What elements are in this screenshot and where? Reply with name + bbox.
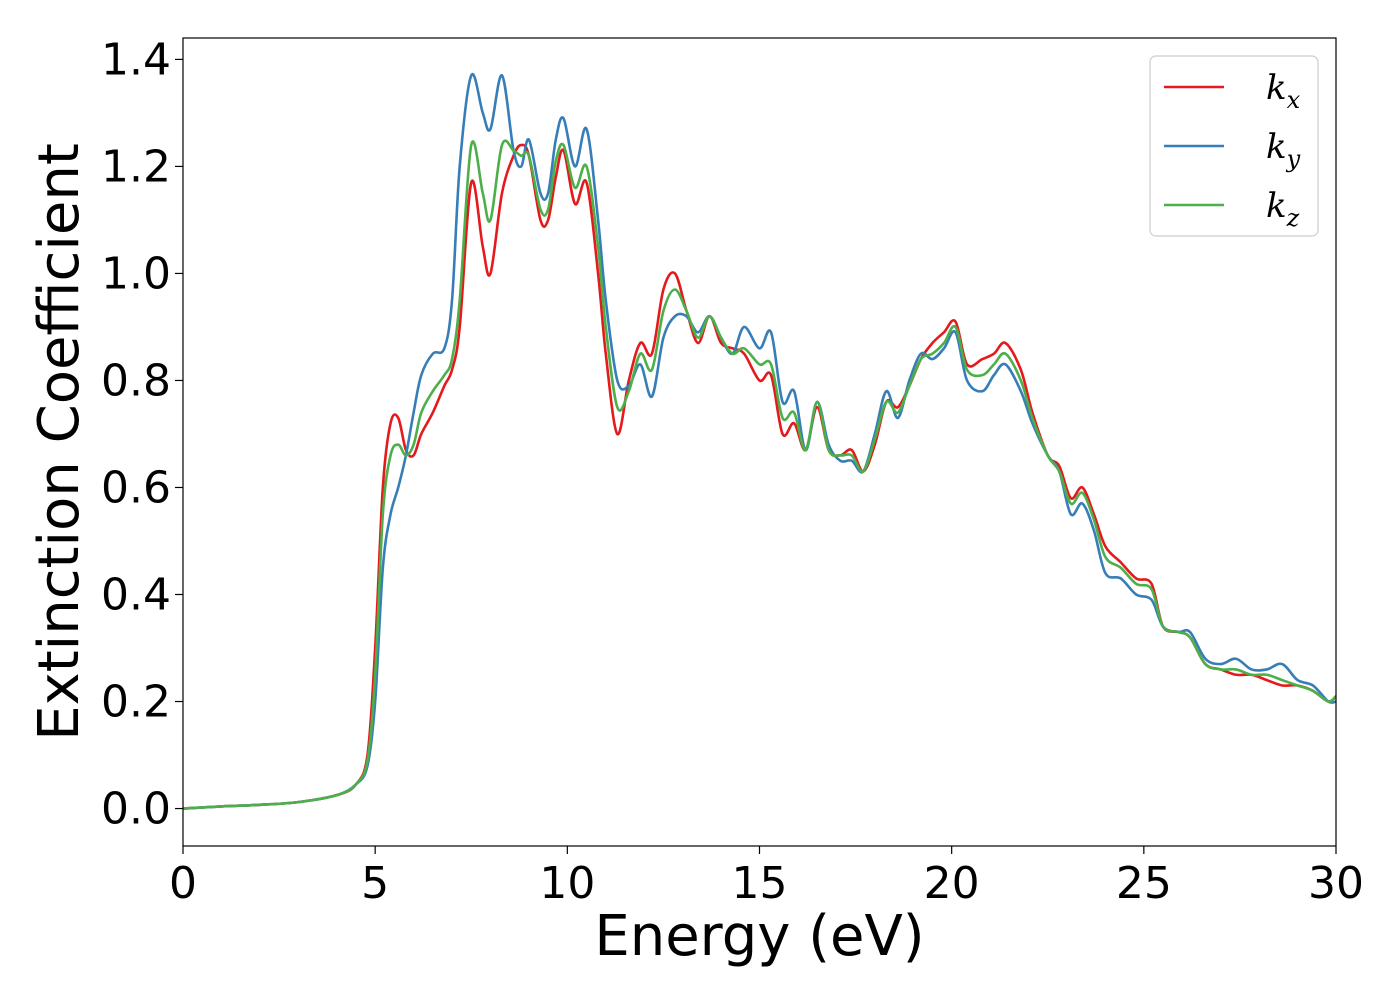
y-axis-title: Extinction Coefficient (27, 143, 92, 741)
y-tick-label: 0.2 (101, 677, 171, 728)
y-tick-label: 1.0 (101, 248, 171, 299)
x-tick-label: 10 (539, 858, 595, 909)
y-tick-label: 0.8 (101, 355, 171, 406)
legend: kx ky kz (1149, 55, 1319, 237)
x-tick-label: 15 (732, 858, 788, 909)
x-tick-label: 20 (924, 858, 980, 909)
x-axis-ticks: 0 5 10 15 20 25 30 (169, 846, 1364, 909)
y-tick-label: 0.4 (101, 570, 171, 621)
legend-label-ky: ky (1266, 127, 1301, 173)
y-tick-label: 1.2 (101, 141, 171, 192)
x-tick-label: 25 (1116, 858, 1172, 909)
series-line-ky (183, 72, 1336, 810)
x-tick-label: 5 (361, 858, 389, 909)
legend-label-kx: kx (1266, 68, 1301, 114)
y-axis-ticks: 0.0 0.2 0.4 0.6 0.8 1.0 1.2 1.4 (101, 34, 183, 835)
y-tick-label: 0.0 (101, 784, 171, 835)
y-tick-label: 1.4 (101, 34, 171, 85)
y-tick-label: 0.6 (101, 462, 171, 513)
series-lines (183, 72, 1336, 810)
x-tick-label: 30 (1308, 858, 1364, 909)
series-line-kz (183, 139, 1336, 810)
x-tick-label: 0 (169, 858, 197, 909)
series-line-kx (183, 143, 1336, 810)
legend-box (1149, 55, 1319, 237)
legend-label-kz: kz (1266, 186, 1300, 232)
x-axis-title: Energy (eV) (594, 904, 924, 969)
